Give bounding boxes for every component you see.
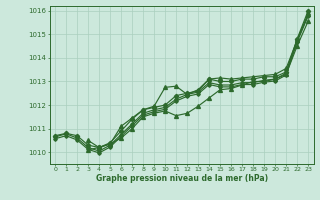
X-axis label: Graphe pression niveau de la mer (hPa): Graphe pression niveau de la mer (hPa) — [96, 174, 268, 183]
